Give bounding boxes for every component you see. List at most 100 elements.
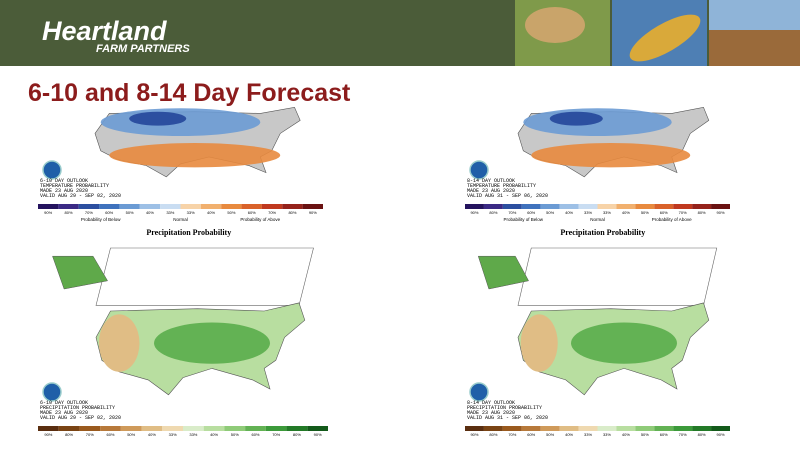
- legend-swatch: [160, 204, 181, 209]
- legend-swatch: [673, 426, 693, 431]
- outlook-info: PRECIPITATION PROBABILITY: [467, 405, 542, 411]
- legend-below: Probability of Below: [504, 217, 544, 222]
- legend-swatch: [79, 426, 101, 431]
- legend-swatch: [616, 426, 636, 431]
- outlook-info: 8-14 DAY OUTLOOK: [467, 400, 515, 406]
- noaa-logo: [469, 382, 489, 402]
- legend-tick: 90%: [309, 210, 317, 215]
- legend-swatch: [521, 204, 541, 209]
- legend-tick: 90%: [717, 432, 725, 437]
- outlook-info: 8-14 DAY OUTLOOK: [467, 178, 515, 184]
- legend-tick: 90%: [44, 210, 52, 215]
- legend-swatch: [578, 204, 598, 209]
- legend-swatch: [654, 204, 674, 209]
- legend-swatch: [465, 204, 484, 209]
- legend-tick: 40%: [565, 432, 573, 437]
- photos: [515, 0, 800, 66]
- legend-swatch: [616, 204, 636, 209]
- legend-normal: Normal: [173, 217, 188, 222]
- legend-tick: 33%: [187, 210, 195, 215]
- legend-swatch: [100, 426, 121, 431]
- canada-outline: [517, 247, 718, 306]
- wet-area: [571, 322, 677, 364]
- legend-normal: Normal: [590, 217, 605, 222]
- legend-tick: 60%: [527, 432, 535, 437]
- legend-swatch: [540, 426, 560, 431]
- legend-swatch: [465, 426, 484, 431]
- dry-area: [520, 314, 558, 372]
- legend-swatch: [241, 204, 262, 209]
- legend-tick: 40%: [146, 210, 154, 215]
- legend-tick: 50%: [546, 432, 554, 437]
- legend-tick: 80%: [65, 210, 73, 215]
- legend-swatch: [540, 204, 560, 209]
- outlook-info: MADE 23 AUG 2020: [40, 188, 88, 194]
- legend-tick: 60%: [660, 210, 668, 215]
- legend-swatch: [141, 426, 163, 431]
- legend-tick: 33%: [169, 432, 177, 437]
- noaa-logo: [469, 160, 489, 180]
- legend-swatch: [483, 426, 503, 431]
- legend-swatch: [203, 426, 225, 431]
- legend-tick: 50%: [227, 210, 235, 215]
- forecast-panel: Precipitation Probability 8-14 DAY OUTLOO…: [465, 228, 730, 437]
- legend-tick: 80%: [698, 432, 706, 437]
- legend-tick: 60%: [106, 432, 114, 437]
- legend-tick: 60%: [660, 432, 668, 437]
- legend-swatch: [302, 204, 323, 209]
- legend-tick: 70%: [85, 210, 93, 215]
- legend-swatch: [559, 204, 579, 209]
- alaska: [52, 255, 108, 290]
- alaska: [477, 255, 529, 290]
- legend-tick: 80%: [293, 432, 301, 437]
- legend-swatch: [38, 426, 59, 431]
- legend-swatch: [265, 426, 287, 431]
- legend-tick: 90%: [470, 210, 478, 215]
- legend-swatch: [58, 204, 79, 209]
- outlook-info: VALID AUG 31 - SEP 06, 2020: [467, 193, 548, 199]
- legend-tick: 33%: [189, 432, 197, 437]
- legend-tick: 50%: [127, 432, 135, 437]
- legend-tick: 70%: [508, 210, 516, 215]
- warm-area: [531, 143, 691, 168]
- legend-tick: 40%: [622, 432, 630, 437]
- legend-swatch: [711, 204, 730, 209]
- outlook-info: TEMPERATURE PROBABILITY: [467, 183, 536, 189]
- legend-tick: 50%: [546, 210, 554, 215]
- legend-tick: 33%: [584, 432, 592, 437]
- outlook-info: MADE 23 AUG 2020: [40, 410, 88, 416]
- outlook-info: MADE 23 AUG 2020: [467, 188, 515, 194]
- legend-above: Probability of Above: [240, 217, 280, 222]
- legend-swatch: [282, 204, 303, 209]
- legend-swatch: [521, 426, 541, 431]
- legend-swatch: [559, 426, 579, 431]
- legend-tick: 33%: [166, 210, 174, 215]
- outlook-info: VALID AUG 29 - SEP 02, 2020: [40, 415, 121, 421]
- legend-tick: 80%: [489, 210, 497, 215]
- noaa-logo: [42, 160, 62, 180]
- legend-swatch: [58, 426, 80, 431]
- legend-swatch: [597, 204, 617, 209]
- cold-core: [549, 111, 603, 126]
- legend-tick: 50%: [641, 210, 649, 215]
- brand: Heartland: [42, 16, 167, 46]
- legend-tick: 70%: [268, 210, 276, 215]
- legend-below: Probability of Below: [81, 217, 121, 222]
- legend-swatch: [673, 204, 693, 209]
- legend-swatch: [502, 204, 522, 209]
- legend-tick: 90%: [717, 210, 725, 215]
- legend-tick: 70%: [679, 432, 687, 437]
- canada-outline: [95, 247, 314, 306]
- legend-tick: 60%: [248, 210, 256, 215]
- legend-swatch: [654, 426, 674, 431]
- legend-swatch: [200, 204, 222, 209]
- legend-tick: 40%: [565, 210, 573, 215]
- legend-tick: 60%: [527, 210, 535, 215]
- wet-area: [154, 322, 270, 364]
- outlook-info: VALID AUG 29 - SEP 02, 2020: [40, 193, 121, 199]
- noaa-logo: [42, 382, 62, 402]
